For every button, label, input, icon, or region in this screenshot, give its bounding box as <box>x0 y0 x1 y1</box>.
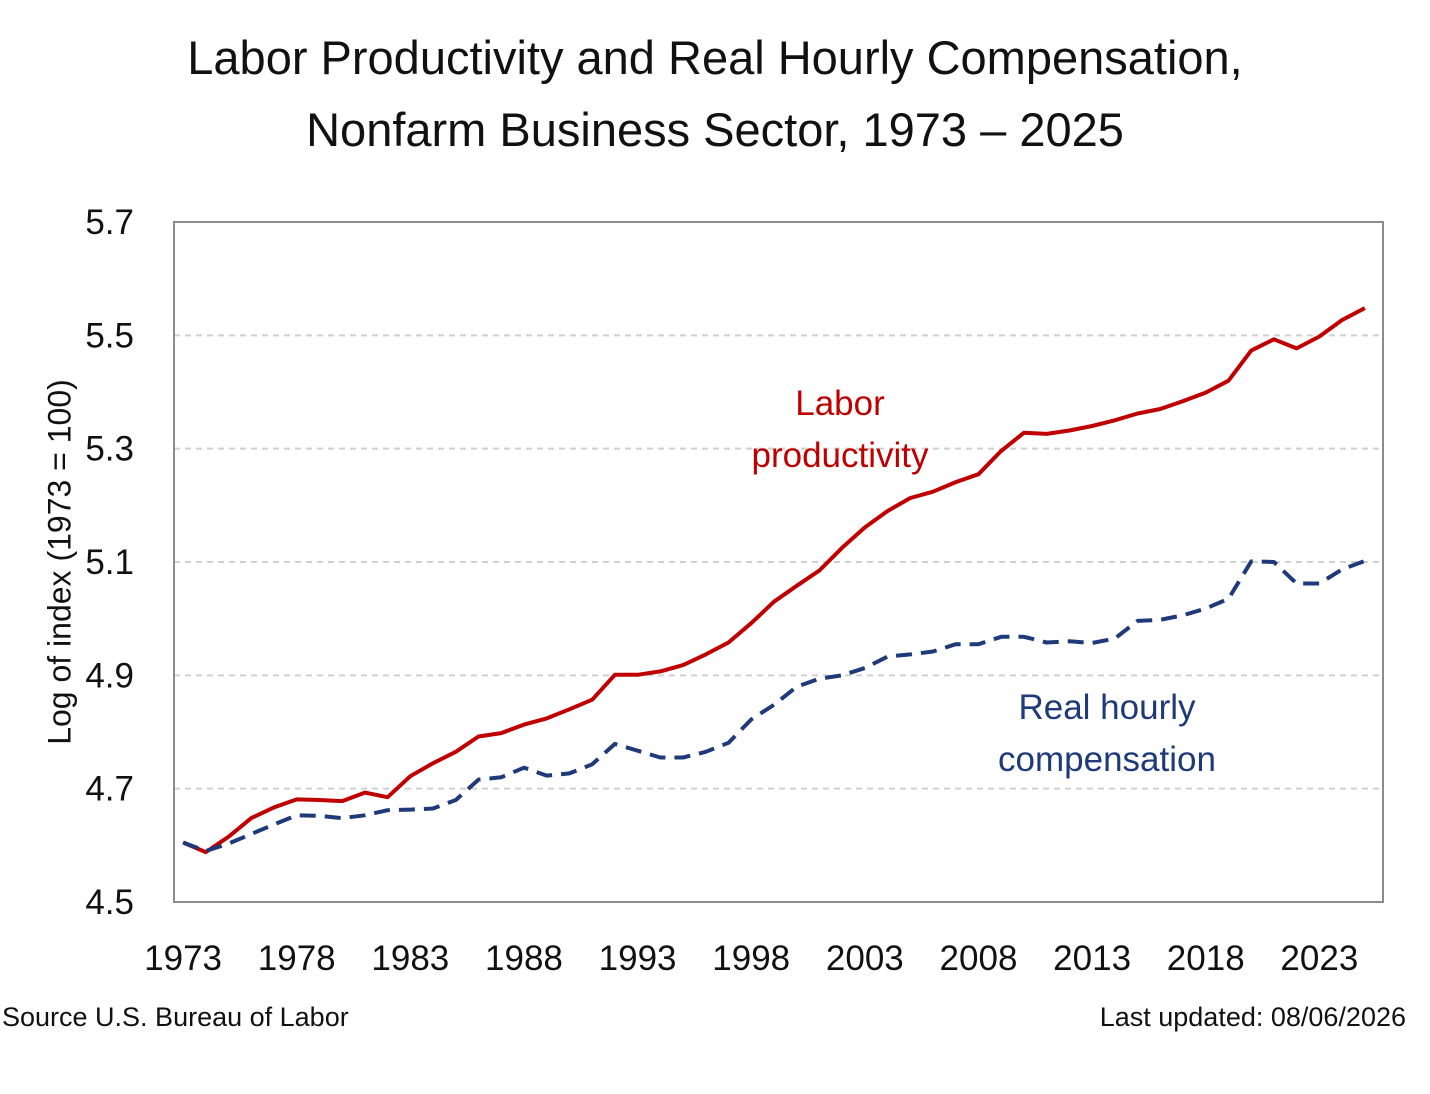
x-tick-label: 2008 <box>940 939 1018 978</box>
series-label-line: Labor <box>795 384 885 423</box>
x-tick-label: 2013 <box>1053 939 1131 978</box>
series-label-line: Real hourly <box>1018 688 1196 727</box>
x-tick-label: 1993 <box>599 939 677 978</box>
source-note: Source U.S. Bureau of Labor <box>2 1002 349 1032</box>
y-tick-label: 5.5 <box>85 316 134 355</box>
x-tick-label: 1998 <box>712 939 790 978</box>
series-labels: Labor productivity Real hourly compensation <box>751 384 1215 779</box>
x-axis: 1973 1978 1983 1988 1993 1998 2003 2008 2013 2018… <box>144 939 1358 978</box>
chart-title: Labor Productivity and Real Hourly Compe… <box>0 22 1430 166</box>
series-label-line: compensation <box>998 740 1216 779</box>
y-tick-label: 5.7 <box>85 203 134 242</box>
x-tick-label: 2018 <box>1167 939 1245 978</box>
y-tick-label: 4.7 <box>85 770 134 809</box>
series-label-line: productivity <box>751 436 929 475</box>
x-tick-label: 1983 <box>371 939 449 978</box>
series-line-real-hourly-compensation <box>182 559 1366 853</box>
line-chart: 5.75.55.35.14.94.74.5 1973 1978 1983 1988 19… <box>41 203 1384 978</box>
chart-title-line-1: Labor Productivity and Real Hourly Compe… <box>187 31 1243 84</box>
y-tick-label: 5.3 <box>85 430 134 469</box>
x-tick-label: 1978 <box>258 939 336 978</box>
chart-title-line-2: Nonfarm Business Sector, 1973 – 2025 <box>306 103 1124 156</box>
x-tick-label: 2003 <box>826 939 904 978</box>
last-updated-note: Last updated: 08/06/2026 <box>1099 1002 1406 1032</box>
x-tick-label: 2023 <box>1280 939 1358 978</box>
y-tick-label: 5.1 <box>85 543 134 582</box>
x-tick-label: 1973 <box>144 939 222 978</box>
plot-area-frame <box>173 221 1384 903</box>
y-tick-label: 4.5 <box>85 883 134 922</box>
gridlines <box>174 334 1383 790</box>
series-group <box>182 306 1366 855</box>
series-line-labor-productivity <box>182 306 1366 855</box>
y-tick-label: 4.9 <box>85 656 134 695</box>
y-axis-label: Log of index (1973 = 100) <box>41 379 77 745</box>
y-axis: 5.7 5.5 5.3 5.1 4.9 4.7 4.5 <box>85 203 134 922</box>
x-tick-label: 1988 <box>485 939 563 978</box>
